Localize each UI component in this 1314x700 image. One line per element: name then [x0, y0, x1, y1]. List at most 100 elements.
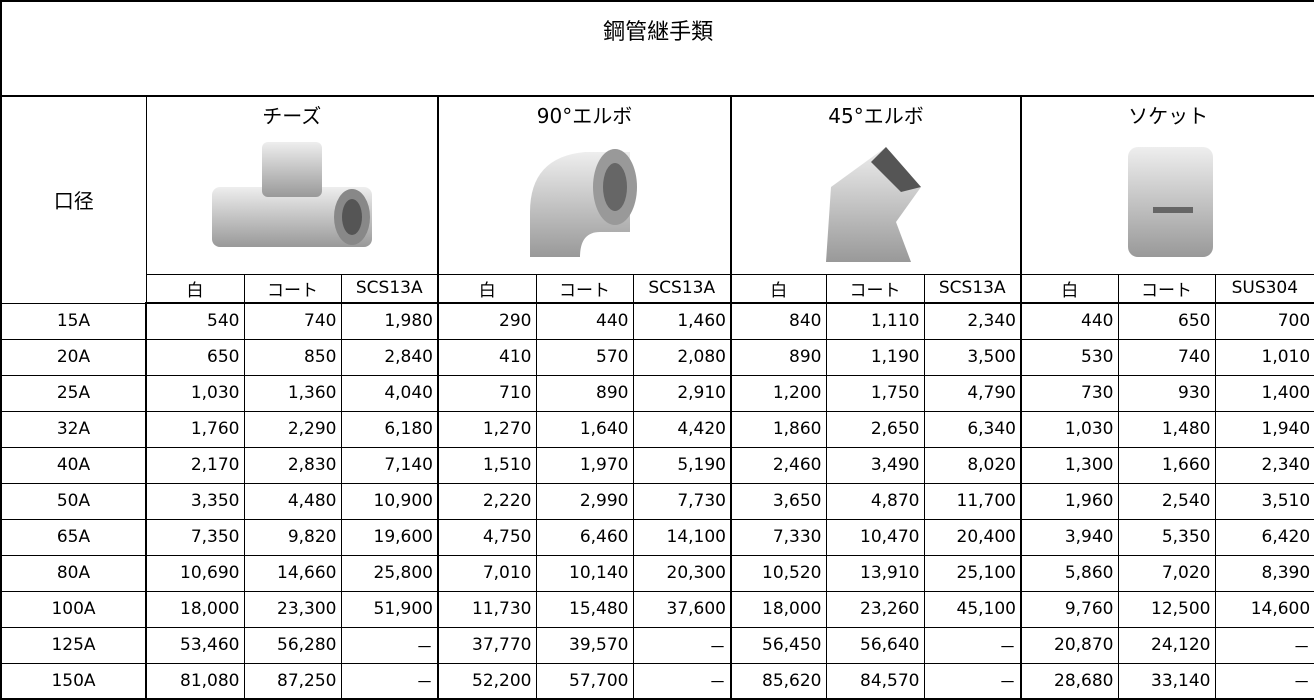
price: 7,350: [145, 518, 245, 556]
price: 1,460: [632, 302, 732, 340]
price: 10,520: [730, 554, 827, 592]
price: 2,340: [1214, 446, 1314, 484]
price: 56,280: [243, 626, 342, 664]
price: 24,120: [1117, 626, 1216, 664]
subheader: SUS304: [1214, 273, 1314, 304]
price: 730: [1020, 374, 1119, 412]
price: 7,730: [632, 482, 732, 520]
price: 8,020: [923, 446, 1022, 484]
socket-image: [1128, 147, 1214, 258]
price: 1,660: [1117, 446, 1216, 484]
size: 32A: [0, 410, 147, 448]
price: 10,140: [535, 554, 634, 592]
price: 1,510: [437, 446, 537, 484]
price: 18,000: [730, 590, 827, 628]
price: 6,180: [340, 410, 439, 448]
title: 鋼管継手類: [0, 0, 1314, 97]
price: 3,350: [145, 482, 245, 520]
size: 50A: [0, 482, 147, 520]
price: 56,640: [825, 626, 925, 664]
size: 80A: [0, 554, 147, 592]
price: 930: [1117, 374, 1216, 412]
price: 20,300: [632, 554, 732, 592]
price: 84,570: [825, 662, 925, 700]
subheader: 白: [437, 273, 537, 304]
price: 2,910: [632, 374, 732, 412]
price: 410: [437, 338, 537, 376]
price: 840: [730, 302, 827, 340]
price: －: [340, 626, 439, 664]
price: 1,960: [1020, 482, 1119, 520]
price: 11,700: [923, 482, 1022, 520]
elbow-image: [529, 149, 637, 258]
price: 4,480: [243, 482, 342, 520]
price: 11,730: [437, 590, 537, 628]
price: 6,340: [923, 410, 1022, 448]
price: 1,940: [1214, 410, 1314, 448]
price: 740: [243, 302, 342, 340]
price: 1,640: [535, 410, 634, 448]
group: ソケット: [1019, 95, 1314, 131]
price: 1,030: [145, 374, 245, 412]
subheader: SCS13A: [923, 273, 1022, 304]
price: 45,100: [923, 590, 1022, 628]
price: 1,980: [340, 302, 439, 340]
group: 45°エルボ: [730, 95, 1022, 131]
price: 14,600: [1214, 590, 1314, 628]
price: －: [340, 662, 439, 700]
price: 1,190: [825, 338, 925, 376]
price: 1,200: [730, 374, 827, 412]
price: 12,500: [1117, 590, 1216, 628]
price: 2,990: [535, 482, 634, 520]
image-cell: [1019, 131, 1314, 275]
price: 890: [730, 338, 827, 376]
price: 25,800: [340, 554, 439, 592]
price: 700: [1214, 302, 1314, 340]
price: 20,400: [923, 518, 1022, 556]
price: 8,390: [1214, 554, 1314, 592]
subheader: SCS13A: [632, 273, 732, 304]
price: 4,420: [632, 410, 732, 448]
price: 3,650: [730, 482, 827, 520]
row: 40A 2,170 2,830 7,140 1,510 1,970 5,190 2,460 3,…: [0, 446, 1314, 484]
price: 33,140: [1117, 662, 1216, 700]
price: 15,480: [535, 590, 634, 628]
price: 850: [243, 338, 342, 376]
price: 53,460: [145, 626, 245, 664]
size: 20A: [0, 338, 147, 376]
price: 5,860: [1020, 554, 1119, 592]
size: 40A: [0, 446, 147, 484]
price: 13,910: [825, 554, 925, 592]
price: 20,870: [1020, 626, 1119, 664]
price: 650: [1117, 302, 1216, 340]
price: 7,010: [437, 554, 537, 592]
price: 1,860: [730, 410, 827, 448]
price: 4,040: [340, 374, 439, 412]
price: 7,330: [730, 518, 827, 556]
price: 2,830: [243, 446, 342, 484]
subheader: コート: [1117, 273, 1216, 304]
price: 3,510: [1214, 482, 1314, 520]
price: 3,490: [825, 446, 925, 484]
price: 37,770: [437, 626, 537, 664]
price: 6,420: [1214, 518, 1314, 556]
subheader: コート: [243, 273, 342, 304]
subheader: 白: [145, 273, 245, 304]
row: 125A 53,460 56,280 － 37,770 39,570 － 56,450 56,6…: [0, 626, 1314, 664]
elbow45-image: [826, 147, 921, 263]
price: 19,600: [340, 518, 439, 556]
row: 25A 1,030 1,360 4,040 710 890 2,910 1,200 1,750 4…: [0, 374, 1314, 412]
subheader: 白: [730, 273, 827, 304]
price: 10,900: [340, 482, 439, 520]
price: 10,690: [145, 554, 245, 592]
row: 32A 1,760 2,290 6,180 1,270 1,640 4,420 1,860 2,…: [0, 410, 1314, 448]
price: 4,870: [825, 482, 925, 520]
price: 290: [437, 302, 537, 340]
subheader: コート: [825, 273, 925, 304]
size: 15A: [0, 302, 147, 340]
price: 10,470: [825, 518, 925, 556]
row: 20A 650 850 2,840 410 570 2,080 890 1,190 3,500 53…: [0, 338, 1314, 376]
price: 3,500: [923, 338, 1022, 376]
